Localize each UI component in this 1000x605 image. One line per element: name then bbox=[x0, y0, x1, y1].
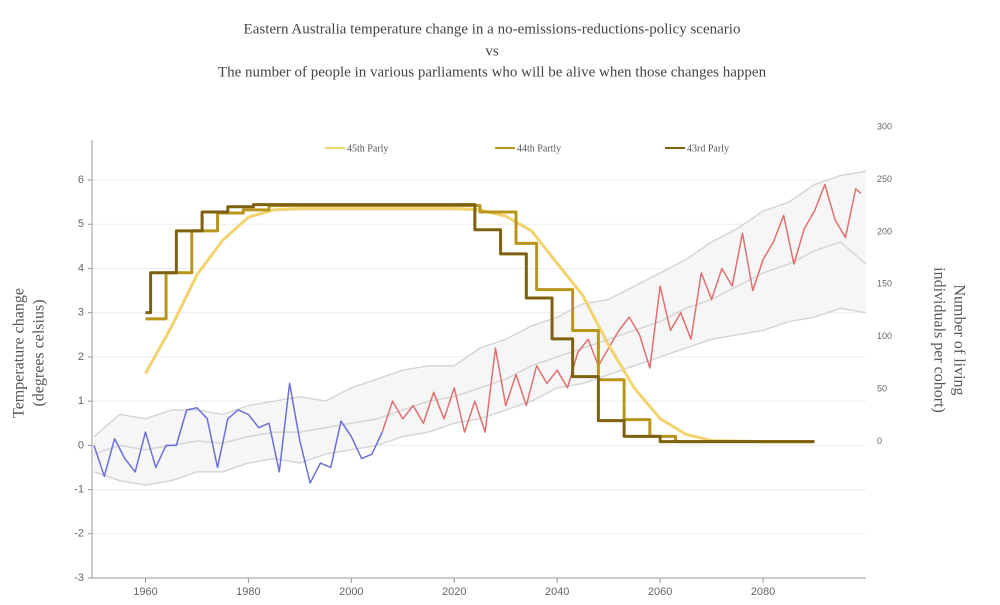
title-line: Eastern Australia temperature change in … bbox=[244, 21, 741, 37]
legend-label: 43rd Parly bbox=[687, 143, 729, 154]
y2-tick-label: 300 bbox=[877, 121, 892, 131]
y-tick-label: 2 bbox=[78, 351, 84, 363]
x-tick-label: 2000 bbox=[339, 586, 363, 598]
band-area bbox=[94, 171, 866, 486]
y2-tick-label: 0 bbox=[877, 436, 882, 446]
y2-tick-label: 250 bbox=[877, 174, 892, 184]
cohort-line bbox=[145, 204, 815, 444]
band-upper bbox=[93, 170, 867, 438]
x-tick-label: 2040 bbox=[545, 586, 569, 598]
legend-label: 44th Partly bbox=[517, 143, 561, 154]
x-tick-label: 2060 bbox=[648, 586, 672, 598]
y-tick-label: 1 bbox=[78, 395, 84, 407]
title-line: The number of people in various parliame… bbox=[218, 64, 767, 80]
y2-tick-label: 100 bbox=[877, 331, 892, 341]
y-tick-label: -1 bbox=[74, 483, 84, 495]
x-tick-label: 1960 bbox=[133, 586, 157, 598]
x-tick-label: 1980 bbox=[236, 586, 260, 598]
title-line: vs bbox=[485, 43, 499, 59]
cohort-line bbox=[144, 207, 815, 444]
legend-label: 45th Parly bbox=[347, 143, 388, 154]
y2-tick-label: 50 bbox=[877, 384, 887, 394]
y-tick-label: 0 bbox=[78, 439, 84, 451]
y2-tick-label: 150 bbox=[877, 279, 892, 289]
y-tick-label: -3 bbox=[74, 572, 84, 584]
cohort-line bbox=[145, 203, 815, 444]
y-tick-label: 4 bbox=[78, 262, 84, 274]
y-tick-label: 5 bbox=[78, 218, 84, 230]
x-tick-label: 2080 bbox=[751, 586, 775, 598]
y-tick-label: -2 bbox=[74, 528, 84, 540]
y-axis-label: (degrees celsius) bbox=[31, 299, 48, 406]
y-tick-label: 6 bbox=[78, 174, 84, 186]
y2-axis-label: Number of living bbox=[950, 284, 967, 395]
y2-tick-label: 200 bbox=[877, 226, 892, 236]
x-tick-label: 2020 bbox=[442, 586, 466, 598]
temperature-line bbox=[381, 183, 862, 433]
temperature-line bbox=[93, 382, 383, 484]
y-axis-label: Temperature change bbox=[11, 288, 28, 418]
y-tick-label: 3 bbox=[78, 307, 84, 319]
y2-axis-label: individuals per cohort) bbox=[930, 267, 947, 413]
